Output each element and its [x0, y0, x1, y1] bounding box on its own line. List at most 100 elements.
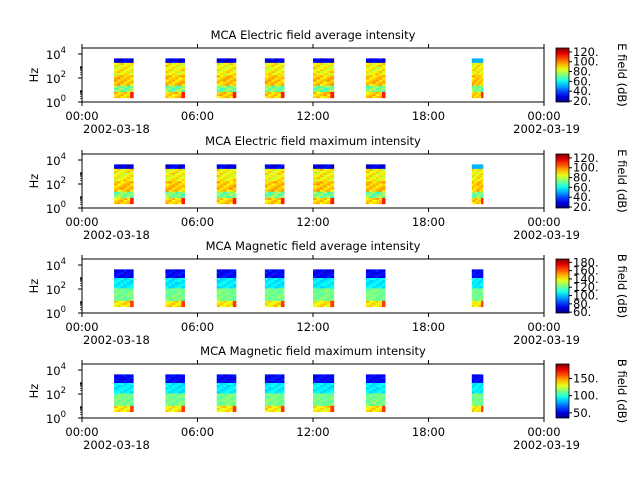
- spectrogram-cell: [268, 75, 272, 78]
- spectrogram-cell: [323, 395, 328, 398]
- spectrogram-cell: [175, 72, 179, 76]
- spectrogram-cell: [120, 66, 125, 70]
- spectrogram-cell: [165, 384, 169, 388]
- spectrogram-cell: [123, 185, 128, 188]
- spectrogram-cell: [114, 60, 118, 63]
- spectrogram-cell: [168, 72, 173, 76]
- spectrogram-cell: [165, 273, 169, 276]
- spectrogram-cell: [471, 374, 474, 377]
- spectrogram-cell: [475, 170, 478, 173]
- spectrogram-cell: [375, 292, 380, 295]
- spectrogram-cell: [277, 189, 282, 192]
- spectrogram-cell: [471, 281, 474, 285]
- spectrogram-cell: [216, 294, 221, 297]
- spectrogram-cell: [277, 91, 282, 94]
- pass-2: [165, 374, 185, 413]
- spectrogram-cell: [171, 288, 176, 291]
- spectrogram-cell: [178, 395, 182, 398]
- spectrogram-cell: [277, 181, 282, 184]
- spectrogram-cell: [229, 75, 234, 78]
- spectrogram-cell: [114, 271, 118, 274]
- spectrogram-cell: [126, 298, 131, 301]
- spectrogram-cell: [473, 91, 476, 94]
- spectrogram-cell: [313, 193, 317, 196]
- spectrogram-cell: [316, 178, 321, 182]
- spectrogram-cell: [171, 201, 176, 205]
- spectrogram-cell: [316, 273, 321, 276]
- spectrogram-cell: [481, 405, 484, 408]
- spectrogram-cell: [117, 378, 121, 381]
- spectrogram-cell: [168, 183, 173, 186]
- spectrogram-cell: [219, 174, 224, 178]
- spectrogram-cell: [117, 187, 121, 190]
- spectrogram-cell: [130, 91, 134, 94]
- spectrogram-cell: [181, 187, 185, 190]
- spectrogram-cell: [178, 178, 182, 182]
- spectrogram-cell: [477, 79, 480, 82]
- spectrogram-cell: [473, 382, 476, 386]
- spectrogram-cell: [229, 91, 234, 94]
- spectrogram-cell: [277, 395, 282, 398]
- spectrogram-cell: [323, 296, 328, 299]
- spectrogram-cell: [120, 273, 125, 276]
- spectrogram-cell: [365, 269, 370, 272]
- spectrogram-cell: [264, 195, 269, 198]
- spectrogram-cell: [277, 201, 282, 205]
- spectrogram-cell: [378, 378, 383, 381]
- spectrogram-cell: [323, 281, 328, 285]
- spectrogram-cell: [226, 277, 230, 281]
- spectrogram-cell: [378, 168, 383, 171]
- spectrogram-cell: [479, 378, 482, 381]
- spectrogram-cell: [471, 407, 474, 410]
- spectrogram-cell: [372, 79, 376, 82]
- spectrogram-cell: [365, 399, 370, 402]
- spectrogram-cell: [268, 166, 272, 169]
- spectrogram-cell: [123, 302, 128, 305]
- spectrogram-cell: [326, 403, 331, 406]
- spectrogram-cell: [219, 95, 224, 99]
- spectrogram-cell: [473, 277, 476, 281]
- spectrogram-cell: [475, 195, 478, 198]
- spectrogram-cell: [280, 304, 285, 308]
- spectrogram-cell: [165, 93, 169, 97]
- x-tick-label: 00:00: [527, 215, 560, 229]
- spectrogram-cell: [216, 178, 221, 182]
- spectrogram-cell: [280, 170, 285, 173]
- spectrogram-cell: [280, 384, 285, 388]
- spectrogram-cell: [481, 81, 484, 84]
- y-tick-exponent: 0: [61, 305, 66, 315]
- spectrogram-cell: [280, 283, 285, 287]
- spectrogram-cell: [326, 176, 331, 180]
- spectrogram-cell: [277, 87, 282, 90]
- spectrogram-cell: [229, 66, 234, 70]
- spectrogram-cell: [473, 304, 476, 308]
- spectrogram-cell: [471, 384, 474, 388]
- spectrogram-cell: [280, 281, 285, 285]
- spectrogram-cell: [369, 168, 373, 171]
- spectrogram-cell: [271, 181, 275, 184]
- spectrogram-cell: [369, 176, 373, 180]
- spectrogram-cell: [178, 185, 182, 188]
- spectrogram-cell: [316, 201, 321, 205]
- spectrogram-cell: [481, 93, 484, 97]
- spectrogram-cell: [171, 89, 176, 92]
- spectrogram-cell: [268, 70, 272, 74]
- spectrogram-cell: [381, 300, 386, 303]
- spectrogram-cell: [171, 77, 176, 80]
- spectrogram-cell: [378, 72, 383, 76]
- spectrogram-cell: [216, 176, 221, 180]
- spectrogram-cell: [226, 79, 230, 82]
- spectrogram-cell: [123, 93, 128, 97]
- spectrogram-cell: [216, 197, 221, 200]
- spectrogram-cell: [175, 77, 179, 80]
- spectrogram-cell: [130, 195, 134, 198]
- pass-6: [365, 269, 386, 308]
- spectrogram-cell: [323, 397, 328, 400]
- spectrogram-cell: [216, 281, 221, 285]
- spectrogram-cell: [165, 281, 169, 285]
- spectrogram-cell: [378, 304, 383, 308]
- spectrogram-cell: [479, 304, 482, 308]
- spectrogram-cell: [123, 181, 128, 184]
- spectrogram-cell: [168, 91, 173, 94]
- spectrogram-cell: [481, 83, 484, 86]
